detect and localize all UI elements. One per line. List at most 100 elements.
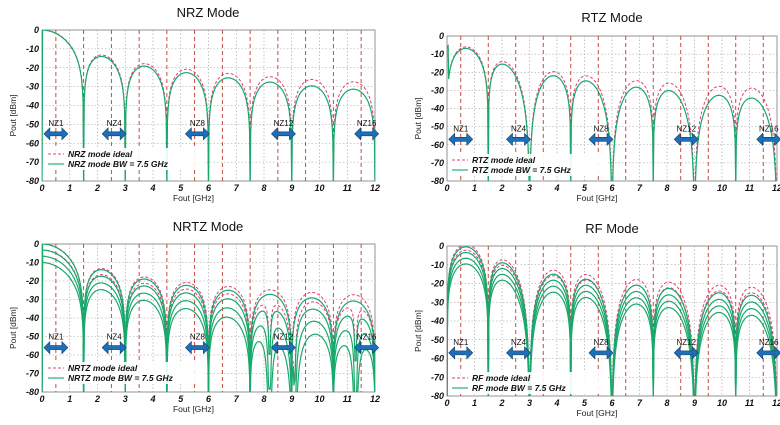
y-tick-label: -20	[431, 279, 444, 289]
x-tick-label: 12	[370, 394, 380, 404]
nz-marker: NZ12	[673, 338, 699, 360]
x-tick-label: 10	[314, 394, 324, 404]
x-tick-label: 2	[94, 394, 100, 404]
double-arrow-icon	[588, 132, 614, 147]
x-tick-label: 7	[637, 183, 643, 193]
x-tick-label: 7	[234, 183, 240, 193]
nz-marker: NZ1	[43, 119, 69, 141]
nz-label: NZ16	[357, 119, 377, 128]
x-tick-label: 11	[745, 183, 754, 193]
x-tick-label: 12	[772, 183, 780, 193]
nz-marker: NZ1	[43, 333, 69, 355]
y-axis-label: Pout [dBm]	[413, 310, 423, 352]
legend-box	[448, 154, 608, 176]
x-tick-label: 11	[745, 398, 754, 408]
y-tick-label: 0	[34, 25, 39, 35]
x-tick-label: 1	[472, 398, 477, 408]
x-tick-label: 4	[553, 183, 559, 193]
nz-marker: NZ4	[101, 119, 127, 141]
y-tick-label: -50	[26, 332, 39, 342]
x-tick-label: 1	[67, 394, 72, 404]
y-tick-label: -10	[431, 49, 444, 59]
x-tick-label: 8	[664, 183, 669, 193]
x-tick-label: 5	[178, 183, 184, 193]
y-tick-label: -40	[431, 104, 444, 114]
y-axis-label: Pout [dBm]	[8, 94, 18, 136]
nz-marker: NZ8	[588, 124, 614, 147]
x-tick-label: 9	[692, 183, 697, 193]
nz-label: NZ4	[107, 119, 123, 128]
x-tick-label: 8	[261, 394, 266, 404]
y-tick-label: -10	[26, 44, 39, 54]
chart-panel-4: 01234567891011120-10-20-30-40-50-60-70-8…	[413, 221, 780, 418]
series-line-5	[447, 257, 777, 396]
x-tick-label: 8	[261, 183, 266, 193]
nz-marker: NZ16	[354, 333, 380, 355]
series-line-4	[42, 249, 375, 392]
double-arrow-icon	[184, 127, 210, 141]
x-tick-label: 4	[553, 398, 559, 408]
double-arrow-icon	[448, 346, 474, 360]
legend-entry: NRTZ mode ideal	[68, 363, 138, 373]
x-axis-label: Fout [GHz]	[576, 193, 617, 203]
x-tick-label: 0	[39, 394, 44, 404]
y-tick-label: -60	[26, 350, 39, 360]
chart-panel-1: 0 1 2 3 4 5 6 7 8 9 10 11 120-10-20-30-40-50-60-70-8…	[8, 5, 380, 203]
nz-marker: NZ12	[271, 119, 296, 141]
nz-label: NZ4	[511, 338, 527, 347]
x-tick-label: 1	[67, 183, 72, 193]
chart-title: RF Mode	[585, 221, 638, 236]
series-line-6	[447, 263, 777, 396]
y-tick-label: -40	[26, 313, 39, 323]
double-arrow-icon	[354, 340, 380, 355]
legend-box	[448, 372, 608, 394]
nz-marker: NZ12	[673, 124, 699, 147]
nz-marker: NZ4	[506, 124, 531, 147]
y-tick-label: -10	[26, 258, 39, 268]
x-tick-label: 10	[717, 183, 727, 193]
y-tick-label: -80	[431, 176, 444, 186]
series-line-2	[42, 30, 375, 181]
x-tick-label: 5	[582, 398, 588, 408]
x-axis-label: Fout [GHz]	[576, 408, 617, 418]
series-line-5	[42, 255, 375, 392]
y-tick-label: -30	[431, 297, 444, 307]
double-arrow-icon	[43, 340, 69, 355]
y-tick-label: -70	[26, 157, 39, 167]
nz-marker: NZ16	[756, 338, 780, 360]
double-arrow-icon	[673, 346, 699, 360]
x-tick-label: 4	[149, 183, 155, 193]
legend-entry: RF mode BW = 7.5 GHz	[472, 383, 566, 393]
y-tick-label: -60	[431, 140, 444, 150]
nz-label: NZ1	[453, 124, 469, 133]
x-tick-label: 0	[444, 183, 449, 193]
chart-title: NRTZ Mode	[173, 219, 244, 234]
legend-box	[44, 148, 204, 170]
nz-marker: NZ16	[354, 119, 380, 141]
double-arrow-icon	[673, 132, 699, 147]
y-tick-label: -10	[431, 260, 444, 270]
series-line-3	[42, 244, 375, 392]
legend-entry: NRTZ mode BW = 7.5 GHz	[68, 373, 174, 383]
double-arrow-icon	[756, 346, 780, 360]
double-arrow-icon	[43, 127, 69, 141]
legend-entry: NRZ mode ideal	[68, 149, 133, 159]
nz-label: NZ12	[676, 338, 696, 347]
x-tick-label: 6	[609, 183, 615, 193]
x-tick-label: 3	[123, 183, 128, 193]
series-line-2	[447, 44, 777, 181]
x-tick-label: 2	[94, 183, 100, 193]
y-tick-label: -60	[26, 138, 39, 148]
y-tick-label: -60	[431, 354, 444, 364]
y-tick-label: 0	[34, 239, 39, 249]
series-line-6	[42, 261, 375, 392]
x-axis-label: Fout [GHz]	[173, 193, 214, 203]
x-tick-label: 3	[527, 398, 532, 408]
x-tick-label: 0	[39, 183, 44, 193]
nz-label: NZ8	[190, 333, 206, 342]
y-tick-label: -30	[431, 85, 444, 95]
